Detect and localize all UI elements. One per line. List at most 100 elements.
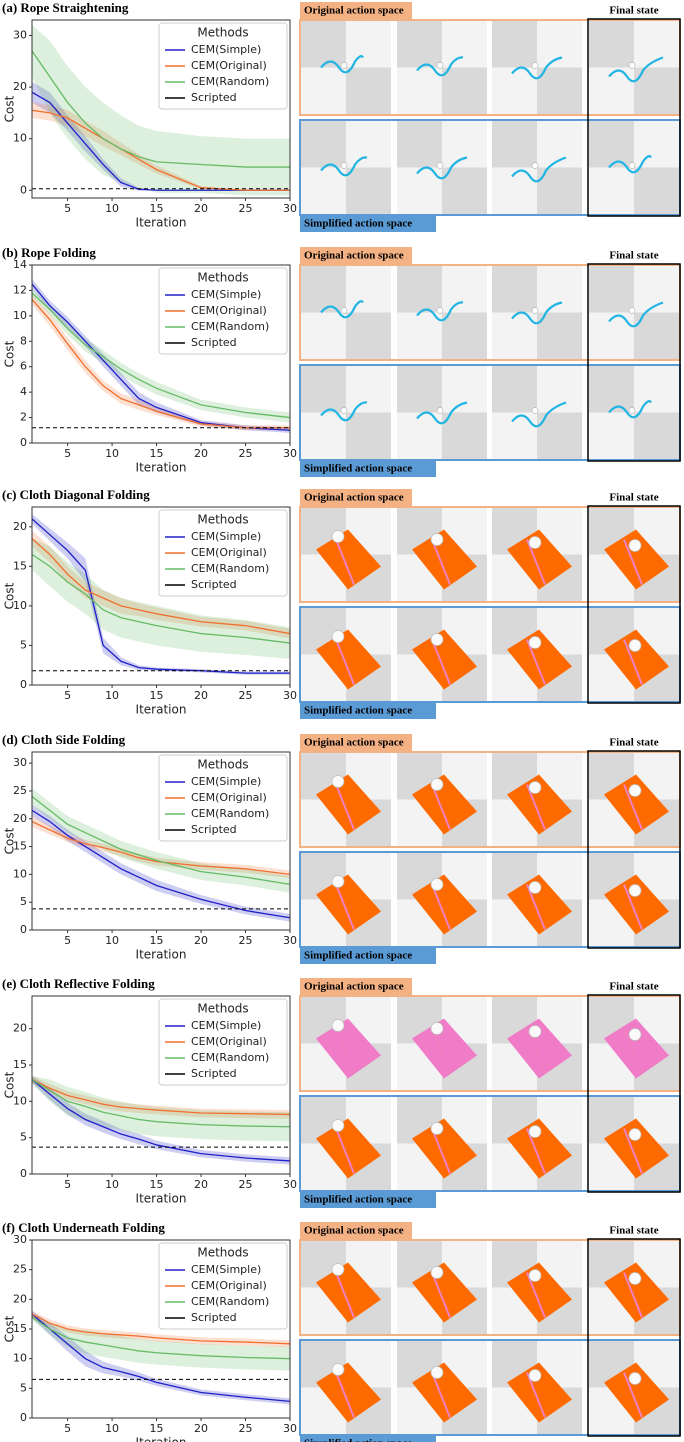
legend-label: CEM(Simple) (191, 530, 261, 543)
gripper (332, 1364, 344, 1376)
image-square (346, 168, 391, 215)
image-square (589, 121, 634, 168)
gripper (437, 163, 443, 169)
gripper (529, 1370, 541, 1382)
x-axis-label: Iteration (136, 703, 187, 717)
gripper (529, 882, 541, 894)
y-tick-label: 0 (20, 923, 27, 936)
original-label: Original action space (304, 5, 404, 17)
image-square (492, 21, 537, 68)
legend-label: CEM(Simple) (191, 1263, 261, 1276)
simplified-label: Simplified action space (304, 1194, 412, 1206)
legend-label: Scripted (191, 1311, 237, 1324)
x-axis-label: Iteration (136, 948, 187, 962)
x-tick-label: 15 (150, 1178, 164, 1191)
gripper (431, 1123, 443, 1135)
x-tick-label: 10 (105, 689, 119, 702)
original-label: Original action space (304, 492, 404, 504)
y-axis-label: Cost (3, 340, 17, 367)
legend-label: Scripted (191, 1067, 237, 1080)
y-tick-label: 6 (20, 360, 27, 373)
y-tick-label: 0 (20, 678, 27, 691)
x-tick-label: 15 (150, 934, 164, 947)
chart-title: (e) Cloth Reflective Folding (2, 976, 155, 991)
y-tick-label: 10 (13, 867, 27, 880)
y-tick-label: 20 (13, 1022, 27, 1035)
gripper (629, 785, 641, 797)
y-tick-label: 2 (20, 411, 27, 424)
x-tick-label: 5 (64, 1178, 71, 1191)
legend-label: Scripted (191, 578, 237, 591)
x-tick-label: 25 (239, 1422, 253, 1435)
y-tick-label: 0 (20, 1167, 27, 1180)
x-tick-label: 20 (194, 1422, 208, 1435)
image-square (301, 21, 346, 68)
image-square (492, 266, 537, 313)
gripper (529, 1270, 541, 1282)
gripper (529, 782, 541, 794)
image-square (492, 366, 537, 413)
legend-title: Methods (197, 271, 248, 285)
image-square (589, 21, 634, 68)
y-tick-label: 0 (20, 183, 27, 196)
y-tick-label: 20 (13, 80, 27, 93)
image-square (397, 266, 442, 313)
y-tick-label: 5 (20, 638, 27, 651)
gripper (332, 531, 344, 543)
original-label: Original action space (304, 1225, 404, 1237)
legend-label: CEM(Original) (191, 791, 267, 804)
gripper (431, 1267, 443, 1279)
final-label: Final state (609, 250, 658, 262)
gripper (532, 308, 538, 314)
legend-label: CEM(Simple) (191, 1019, 261, 1032)
simplified-label: Simplified action space (304, 463, 412, 475)
y-tick-label: 20 (13, 1292, 27, 1305)
y-tick-label: 15 (13, 1058, 27, 1071)
x-tick-label: 25 (239, 1178, 253, 1191)
image-square (442, 68, 487, 115)
y-tick-label: 5 (20, 895, 27, 908)
gripper (431, 534, 443, 546)
legend-label: CEM(Random) (191, 807, 269, 820)
original-label: Original action space (304, 737, 404, 749)
legend-label: CEM(Random) (191, 1051, 269, 1064)
image-square (301, 266, 346, 313)
figure: (a) Rope Straightening010203051015202530… (0, 0, 684, 1442)
legend-label: CEM(Random) (191, 75, 269, 88)
x-axis-label: Iteration (136, 1192, 187, 1206)
x-tick-label: 25 (239, 689, 253, 702)
gripper (341, 163, 347, 169)
gripper (529, 1126, 541, 1138)
chart-title: (d) Cloth Side Folding (2, 732, 126, 747)
x-tick-label: 5 (64, 1422, 71, 1435)
y-axis-label: Cost (3, 95, 17, 122)
y-tick-label: 20 (13, 520, 27, 533)
y-axis-label: Cost (3, 827, 17, 854)
x-tick-label: 10 (105, 1178, 119, 1191)
x-tick-label: 15 (150, 202, 164, 215)
gripper (629, 1029, 641, 1041)
image-square (301, 121, 346, 168)
gripper (529, 637, 541, 649)
legend-label: Scripted (191, 336, 237, 349)
x-tick-label: 30 (283, 447, 297, 460)
y-tick-label: 14 (13, 258, 27, 271)
gripper (629, 163, 635, 169)
y-tick-label: 5 (20, 1131, 27, 1144)
legend-label: Scripted (191, 823, 237, 836)
image-square (442, 313, 487, 360)
original-label: Original action space (304, 250, 404, 262)
legend-label: CEM(Original) (191, 546, 267, 559)
x-tick-label: 30 (283, 1422, 297, 1435)
y-tick-label: 0 (20, 436, 27, 449)
legend-label: CEM(Original) (191, 59, 267, 72)
image-square (346, 413, 391, 460)
legend-label: Scripted (191, 91, 237, 104)
x-axis-label: Iteration (136, 461, 187, 475)
x-tick-label: 10 (105, 202, 119, 215)
x-tick-label: 25 (239, 934, 253, 947)
y-tick-label: 5 (20, 1381, 27, 1394)
y-tick-label: 12 (13, 283, 27, 296)
x-tick-label: 30 (283, 934, 297, 947)
x-tick-label: 10 (105, 934, 119, 947)
